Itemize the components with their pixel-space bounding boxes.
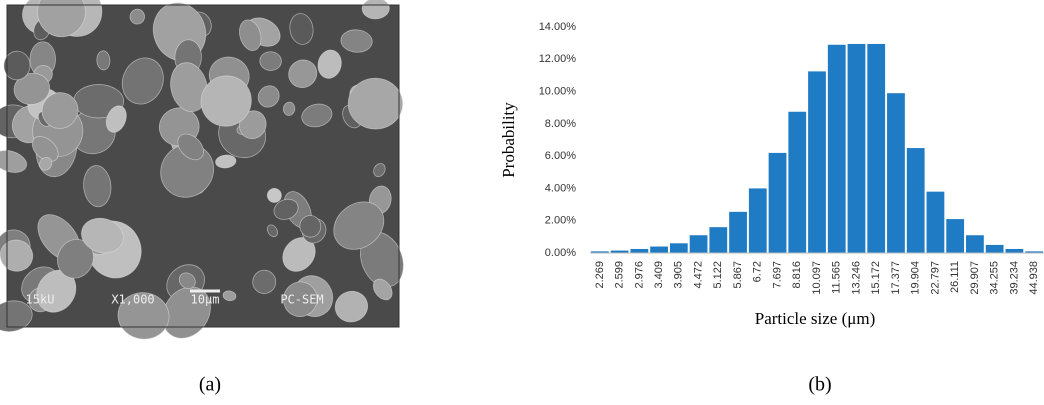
x-tick-label: 17.377 <box>890 261 902 295</box>
bar <box>709 227 727 253</box>
x-tick-label: 3.409 <box>653 261 665 289</box>
x-tick-label: 19.904 <box>910 261 922 295</box>
y-tick-label: 0.00% <box>545 247 576 259</box>
x-tick-label: 44.938 <box>1028 261 1040 295</box>
bar <box>986 245 1004 253</box>
x-tick-label: 39.234 <box>1008 261 1020 295</box>
bar <box>927 192 945 253</box>
caption: (b) <box>808 374 831 396</box>
bar <box>769 153 787 253</box>
bar <box>670 243 688 253</box>
x-tick-label: 10.097 <box>811 261 823 295</box>
micrograph-label: X1,000 <box>111 293 154 307</box>
figure: 15kU X1,000 10µm PC-SEM (a) (b) Probabil… <box>0 0 1044 405</box>
micrograph-label: PC-SEM <box>280 293 323 307</box>
bar <box>690 235 708 253</box>
bar <box>907 148 925 253</box>
x-tick-label: 8.816 <box>791 261 803 289</box>
y-tick-label: 2.00% <box>545 215 576 227</box>
y-tick-label: 10.00% <box>539 85 577 97</box>
micrograph-label: 10µm <box>191 293 220 307</box>
x-tick-label: 6.72 <box>752 261 764 282</box>
y-tick-label: 12.00% <box>539 53 577 65</box>
bar <box>650 247 668 253</box>
x-tick-label: 34.255 <box>989 261 1001 295</box>
y-tick-label: 6.00% <box>545 150 576 162</box>
micrograph-label: 15kU <box>26 293 55 307</box>
x-tick-label: 15.172 <box>870 261 882 295</box>
x-tick-label: 7.697 <box>771 261 783 289</box>
x-axis-title: Particle size (μm) <box>755 309 876 328</box>
y-axis-title: Probability <box>499 102 518 178</box>
x-tick-label: 13.246 <box>850 261 862 295</box>
x-tick-label: 2.599 <box>614 261 626 289</box>
x-tick-label: 2.269 <box>594 261 606 289</box>
bar <box>1006 249 1024 253</box>
bar <box>828 45 846 253</box>
bar <box>887 93 905 253</box>
x-tick-label: 29.907 <box>969 261 981 295</box>
bar <box>729 212 747 253</box>
x-tick-label: 5.867 <box>732 261 744 289</box>
x-tick-label: 22.797 <box>929 261 941 295</box>
x-tick-label: 3.905 <box>673 261 685 289</box>
y-tick-label: 4.00% <box>545 182 576 194</box>
bar <box>867 44 885 253</box>
bar <box>808 71 826 253</box>
x-tick-label: 11.565 <box>831 261 843 294</box>
x-tick-label: 4.472 <box>692 261 704 289</box>
bar <box>966 235 984 253</box>
bar <box>749 188 767 253</box>
y-tick-label: 14.00% <box>539 21 577 33</box>
bar <box>788 112 806 253</box>
x-tick-label: 26.111 <box>949 261 961 293</box>
caption: (a) <box>199 374 221 396</box>
bar <box>848 44 866 253</box>
x-tick-label: 5.122 <box>712 261 724 289</box>
bar <box>630 249 648 253</box>
x-tick-label: 2.976 <box>633 261 645 289</box>
bar <box>946 219 964 253</box>
y-tick-label: 8.00% <box>545 118 576 130</box>
